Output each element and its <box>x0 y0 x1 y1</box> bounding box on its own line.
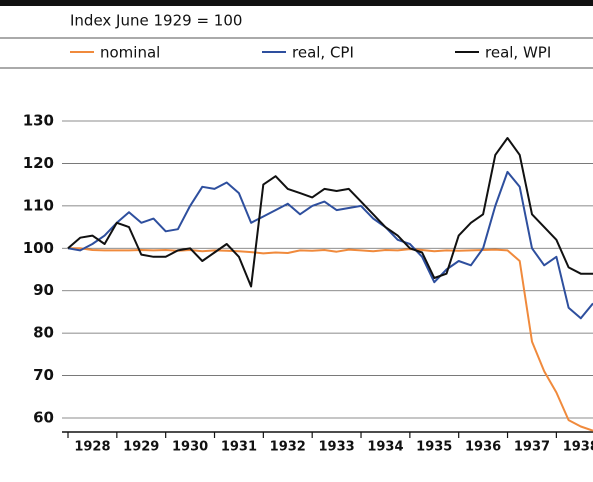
y-tick-label: 100 <box>23 239 54 257</box>
y-tick-label: 60 <box>33 409 54 427</box>
x-tick-label: 1930 <box>172 440 208 455</box>
legend-label: real, WPI <box>485 44 551 62</box>
x-tick-label: 1936 <box>465 440 501 455</box>
series-line <box>67 170 593 320</box>
y-tick-label: 80 <box>33 324 54 342</box>
x-tick-label: 1929 <box>123 440 159 455</box>
y-tick-label: 130 <box>23 112 54 130</box>
x-tick-label: 1934 <box>367 440 403 455</box>
y-tick-label: 70 <box>33 366 54 384</box>
legend-label: nominal <box>100 44 160 62</box>
x-tick-label: 1937 <box>514 440 550 455</box>
x-tick-label: 1928 <box>74 440 110 455</box>
x-tick-label: 1932 <box>270 440 306 455</box>
series-line <box>68 247 593 432</box>
series-line <box>67 137 593 288</box>
x-tick-label: 1931 <box>221 440 257 455</box>
y-tick-label: 120 <box>23 154 54 172</box>
top-bar <box>0 0 593 6</box>
subtitle: Index June 1929 = 100 <box>70 12 242 30</box>
x-tick-label: 1935 <box>416 440 452 455</box>
y-tick-label: 110 <box>23 196 54 214</box>
x-tick-label: 1938 <box>563 440 593 455</box>
legend-label: real, CPI <box>292 44 354 62</box>
y-tick-label: 90 <box>33 281 54 299</box>
x-tick-label: 1933 <box>319 440 355 455</box>
